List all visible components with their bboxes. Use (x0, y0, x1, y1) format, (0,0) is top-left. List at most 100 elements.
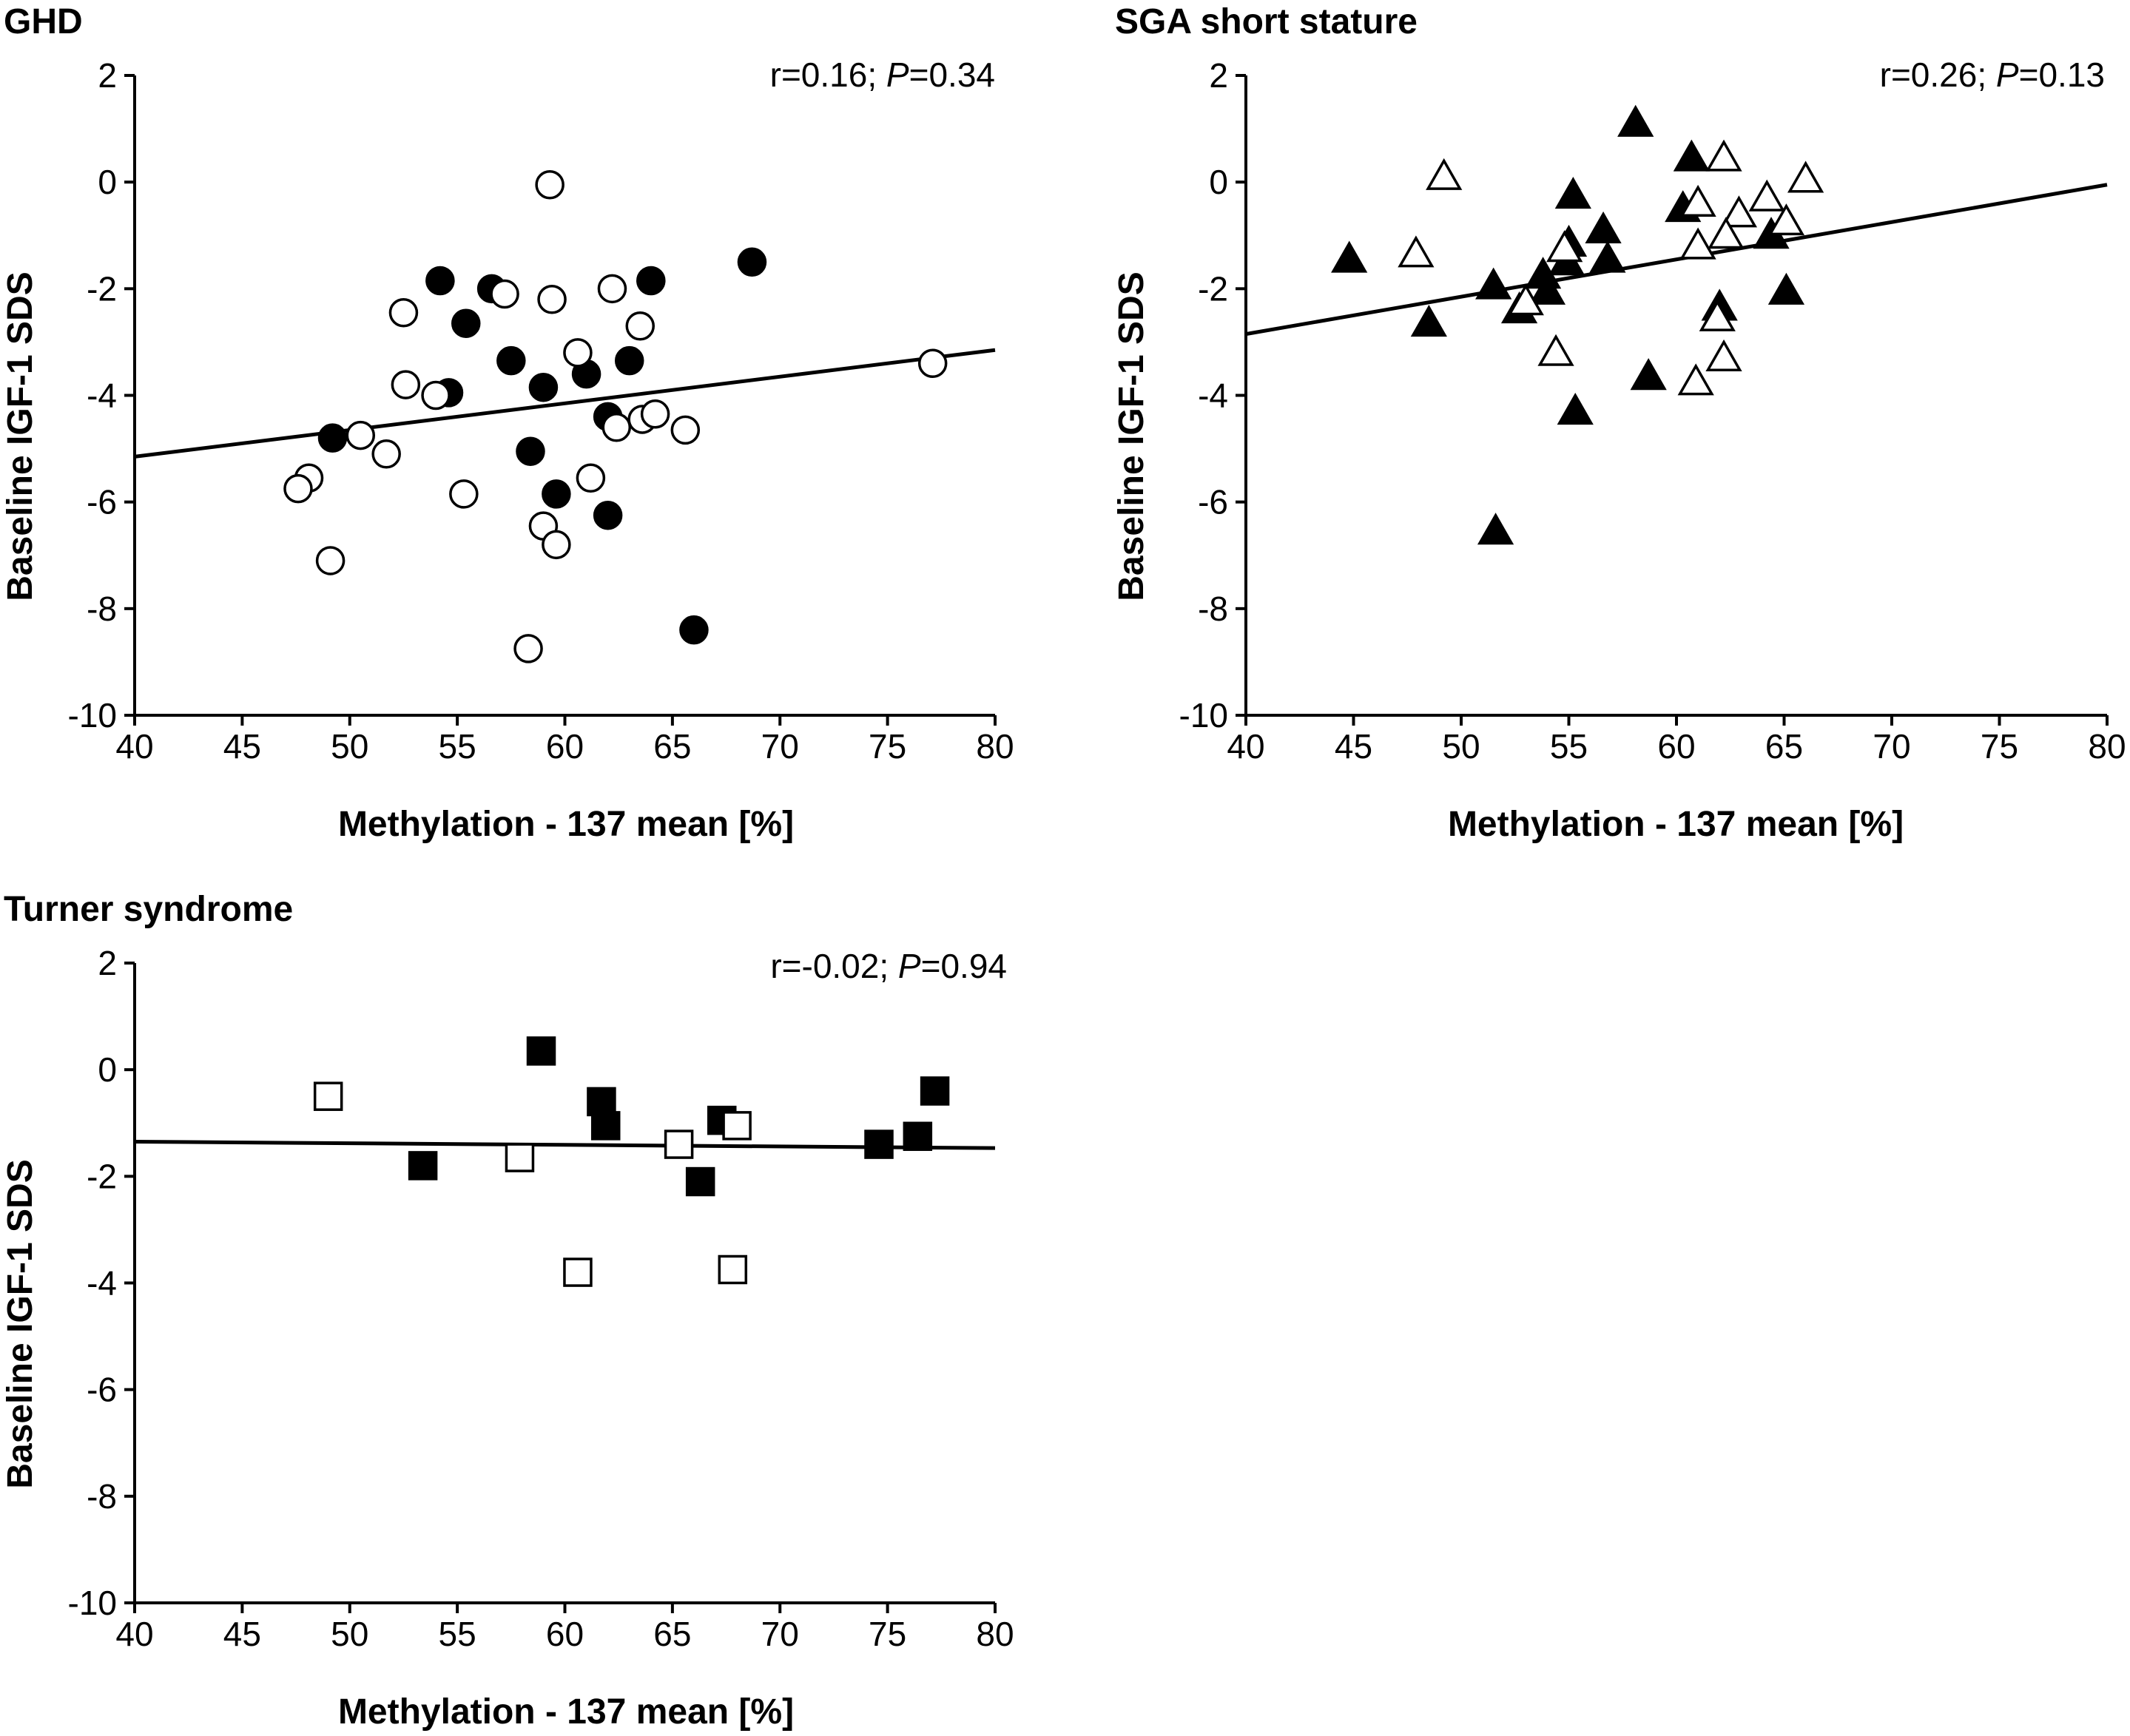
sga-x-tick-label: 70 (1873, 727, 1910, 766)
ghd-axes (133, 75, 995, 717)
sga-x-tick-label: 40 (1227, 727, 1264, 766)
turner-panel-title: Turner syndrome (4, 890, 293, 929)
sga-axes (1244, 75, 2107, 717)
turner-x-tick-label: 40 (115, 1615, 153, 1653)
ghd-stats-label: r=0.16; P=0.34 (770, 55, 995, 94)
ghd-point-open (421, 380, 451, 411)
ghd-x-tick-label: 55 (439, 727, 476, 766)
turner-x-tick-label: 70 (761, 1615, 799, 1653)
turner-y-tick-label: 2 (98, 944, 117, 982)
ghd-point-open (391, 370, 421, 399)
turner-y-tick-label: -6 (87, 1371, 117, 1409)
turner-point-filled (587, 1087, 616, 1117)
ghd-point-filled (528, 372, 559, 402)
ghd-point-open (597, 274, 627, 304)
sga-stats-label: r=0.26; P=0.13 (1880, 55, 2105, 94)
ghd-x-tick-label: 70 (761, 727, 799, 766)
sga-point-filled (1410, 305, 1447, 337)
turner-point-filled (920, 1076, 950, 1106)
turner-point-open (505, 1143, 535, 1172)
sga-y-axis-title: Baseline IGF-1 SDS (1112, 271, 1151, 601)
turner-y-tick-label: 0 (98, 1050, 117, 1089)
sga-point-open (1748, 179, 1785, 212)
sga-regression-line (1245, 183, 2108, 337)
ghd-point-open (315, 546, 346, 575)
ghd-point-open (449, 479, 479, 509)
sga-panel-title: SGA short stature (1115, 2, 1418, 41)
sga-point-open (1708, 217, 1745, 249)
sga-point-open (1699, 299, 1736, 331)
ghd-point-open (625, 311, 655, 341)
ghd-point-filled (593, 500, 623, 530)
turner-point-open (563, 1257, 593, 1287)
turner-stats-label: r=-0.02; P=0.94 (770, 947, 1007, 985)
sga-point-open (1787, 161, 1824, 193)
turner-point-open (313, 1081, 343, 1111)
turner-y-tick-label: -10 (68, 1584, 117, 1622)
sga-point-filled (1589, 240, 1626, 273)
sga-regression (1245, 183, 2108, 337)
turner-x-tick-label: 75 (869, 1615, 906, 1653)
ghd-point-open (640, 399, 670, 429)
ghd-point-open (537, 285, 567, 314)
turner-x-axis-title: Methylation - 137 mean [%] (338, 1692, 794, 1732)
turner-regression (134, 1139, 996, 1150)
ghd-point-filled (636, 266, 666, 296)
turner-point-open (664, 1129, 694, 1159)
sga-point-open (1679, 184, 1716, 217)
turner-x-tick-label: 65 (653, 1615, 691, 1653)
sga-y-tick-label: -10 (1179, 696, 1228, 734)
sga-y-tick-label: -4 (1198, 376, 1228, 415)
sga-point-filled (1477, 513, 1514, 545)
sga-point-open (1679, 227, 1716, 260)
sga-x-tick-label: 65 (1765, 727, 1803, 766)
turner-point-filled (590, 1111, 621, 1141)
sga-ticks: 40 45 50 55 60 65 70 75 80 2 0 -2 -4 -6 -8 -10 (1179, 56, 2126, 766)
ghd-point-open (513, 634, 543, 663)
ghd-x-tick-label: 65 (653, 727, 691, 766)
turner-point-open (722, 1111, 752, 1141)
sga-p-letter: P (1996, 55, 2019, 94)
ghd-y-tick-label: 2 (98, 56, 117, 95)
turner-x-tick-label: 45 (223, 1615, 261, 1653)
turner-ticks: 40 45 50 55 60 65 70 75 80 2 0 -2 -4 -6 -8 -10 (68, 944, 1014, 1653)
turner-point-open (718, 1254, 748, 1285)
ghd-x-axis-title: Methylation - 137 mean [%] (338, 805, 794, 844)
sga-point-filled (1630, 358, 1667, 391)
sga-point-filled (1554, 177, 1591, 209)
turner-y-tick-label: -4 (87, 1264, 117, 1303)
turner-x-tick-label: 55 (439, 1615, 476, 1653)
ghd-point-open (283, 473, 313, 504)
sga-point-filled (1529, 272, 1566, 305)
sga-x-tick-label: 45 (1335, 727, 1372, 766)
turner-y-tick-label: -2 (87, 1157, 117, 1195)
turner-point-filled (685, 1166, 715, 1197)
ghd-p-value: =0.34 (909, 55, 995, 94)
sga-point-filled (1475, 267, 1512, 300)
ghd-point-filled (425, 266, 455, 296)
ghd-point-open (670, 415, 701, 445)
ghd-point-open (917, 348, 948, 378)
sga-point-open (1767, 203, 1805, 236)
ghd-point-open (346, 420, 376, 450)
sga-x-axis-title: Methylation - 137 mean [%] (1448, 805, 1904, 844)
sga-point-open (1398, 235, 1435, 268)
sga-point-open (1546, 230, 1583, 263)
ghd-point-filled (451, 308, 481, 338)
sga-point-open (1426, 158, 1463, 190)
turner-x-tick-label: 50 (331, 1615, 368, 1653)
ghd-point-open (563, 338, 593, 368)
sga-x-tick-label: 55 (1550, 727, 1588, 766)
sga-point-filled (1585, 211, 1622, 243)
ghd-x-tick-label: 80 (976, 727, 1014, 766)
ghd-point-filled (317, 423, 348, 453)
turner-y-axis-title: Baseline IGF-1 SDS (1, 1159, 40, 1488)
sga-point-filled (1331, 240, 1368, 273)
ghd-y-tick-label: -8 (87, 590, 117, 628)
ghd-y-tick-label: -10 (68, 696, 117, 734)
ghd-point-open (542, 530, 571, 560)
ghd-x-tick-label: 40 (115, 727, 153, 766)
sga-y-tick-label: 0 (1209, 163, 1228, 201)
ghd-point-filled (542, 479, 571, 509)
sga-point-open (1705, 139, 1742, 172)
